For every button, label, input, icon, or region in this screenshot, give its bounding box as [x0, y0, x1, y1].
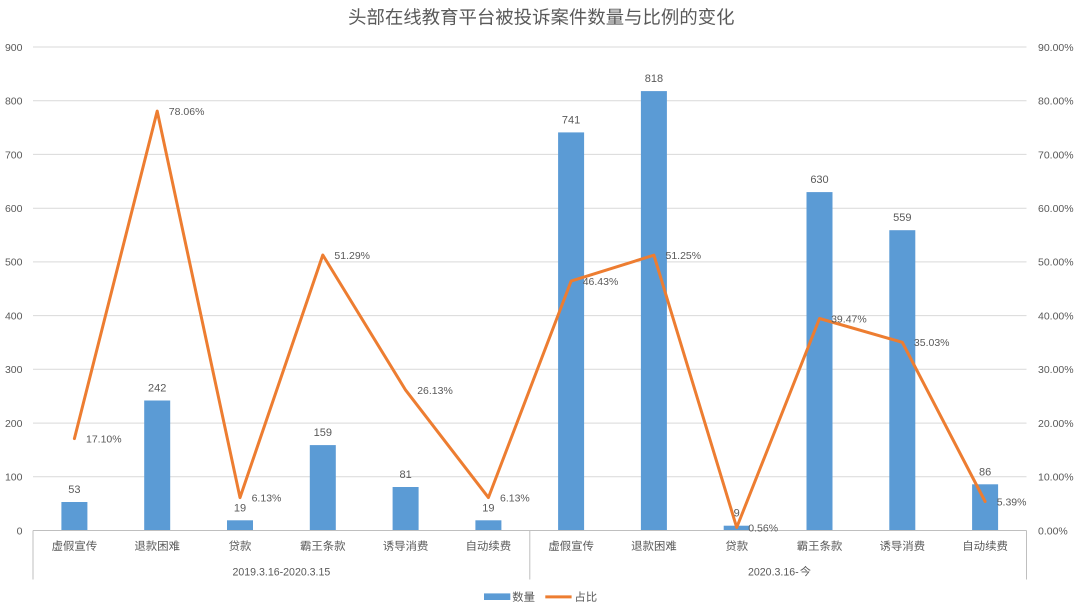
svg-text:39.47%: 39.47% [831, 313, 867, 325]
svg-text:159: 159 [314, 427, 332, 439]
svg-text:5.39%: 5.39% [997, 496, 1027, 508]
svg-text:40.00%: 40.00% [1038, 311, 1074, 323]
svg-text:0.00%: 0.00% [1038, 525, 1068, 537]
svg-text:81: 81 [399, 469, 411, 481]
svg-text:78.06%: 78.06% [169, 106, 205, 118]
svg-text:19: 19 [482, 502, 494, 514]
svg-text:600: 600 [5, 203, 23, 215]
svg-text:700: 700 [5, 149, 23, 161]
svg-text:0: 0 [17, 525, 23, 537]
svg-text:51.25%: 51.25% [666, 250, 702, 262]
svg-text:20.00%: 20.00% [1038, 418, 1074, 430]
svg-text:2019.3.16-2020.3.15: 2019.3.16-2020.3.15 [233, 567, 331, 579]
svg-text:53: 53 [68, 484, 80, 496]
svg-text:800: 800 [5, 96, 23, 108]
svg-text:90.00%: 90.00% [1038, 42, 1074, 54]
svg-text:46.43%: 46.43% [583, 276, 619, 288]
svg-text:6.13%: 6.13% [500, 492, 530, 504]
svg-text:242: 242 [148, 383, 166, 395]
svg-text:818: 818 [645, 73, 663, 85]
svg-text:300: 300 [5, 364, 23, 376]
svg-text:30.00%: 30.00% [1038, 364, 1074, 376]
svg-text:200: 200 [5, 418, 23, 430]
svg-text:60.00%: 60.00% [1038, 203, 1074, 215]
svg-text:86: 86 [979, 466, 991, 478]
svg-text:630: 630 [810, 174, 828, 186]
svg-text:0.56%: 0.56% [748, 522, 778, 534]
svg-text:741: 741 [562, 115, 580, 127]
svg-text:26.13%: 26.13% [417, 385, 453, 397]
svg-text:17.10%: 17.10% [86, 434, 122, 446]
svg-text:559: 559 [893, 212, 911, 224]
svg-text:500: 500 [5, 257, 23, 269]
svg-text:70.00%: 70.00% [1038, 149, 1074, 161]
svg-text:35.03%: 35.03% [914, 337, 950, 349]
svg-text:6.13%: 6.13% [252, 492, 282, 504]
svg-text:9: 9 [734, 508, 740, 520]
svg-text:400: 400 [5, 311, 23, 323]
svg-text:50.00%: 50.00% [1038, 257, 1074, 269]
svg-text:51.29%: 51.29% [334, 250, 370, 262]
svg-text:2020.3.16-: 2020.3.16- [748, 567, 799, 579]
svg-text:19: 19 [234, 502, 246, 514]
svg-text:10.00%: 10.00% [1038, 472, 1074, 484]
svg-text:900: 900 [5, 42, 23, 54]
svg-text:100: 100 [5, 472, 23, 484]
svg-text:80.00%: 80.00% [1038, 96, 1074, 108]
